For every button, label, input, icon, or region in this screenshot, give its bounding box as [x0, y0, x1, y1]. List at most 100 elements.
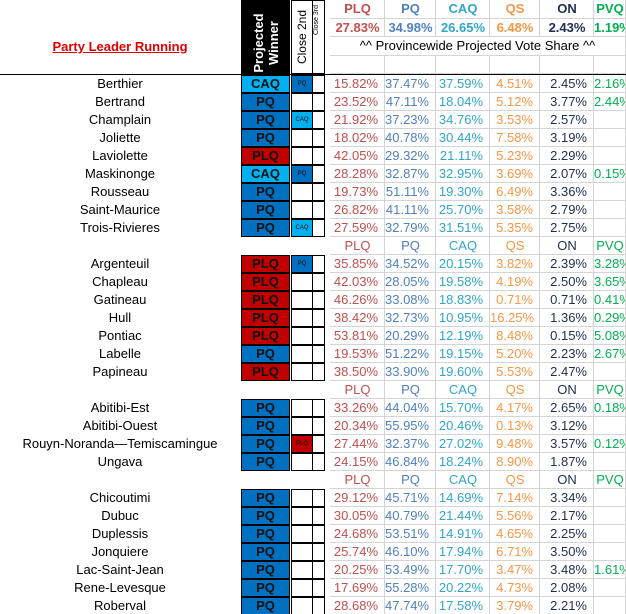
vote-share: 37.23%: [385, 111, 436, 129]
vote-share: 3.69%: [490, 165, 540, 183]
second: [291, 183, 313, 201]
vote-share: 21.92%: [330, 111, 385, 129]
vote-share: 2.21%: [540, 597, 594, 614]
third: [313, 327, 325, 345]
third: [313, 129, 325, 147]
vote-share: 30.05%: [330, 507, 385, 525]
third-label: Close 3rd: [313, 5, 320, 35]
riding-name: Pontiac: [98, 328, 142, 343]
riding-name: Maskinonge: [84, 166, 156, 181]
third: [313, 165, 325, 183]
second: [291, 291, 313, 309]
second: [291, 489, 313, 507]
grid-cell: [385, 56, 436, 74]
vote-share: 24.68%: [330, 525, 385, 543]
grid-cell: [490, 0, 540, 19]
party-header: PLQ: [344, 382, 371, 397]
vote-share: 3.34%: [540, 489, 594, 507]
third: [313, 507, 325, 525]
vote-share: [594, 525, 626, 543]
vote-share: 8.48%: [490, 327, 540, 345]
party-header: PLQ: [344, 238, 371, 253]
vote-share: 14.91%: [436, 525, 490, 543]
winner: PQ: [241, 579, 290, 597]
second: [291, 399, 313, 417]
second: [291, 147, 313, 165]
grid-cell: [594, 0, 626, 19]
vote-share: 8.90%: [490, 453, 540, 471]
vote-share: 46.10%: [385, 543, 436, 561]
vote-share: 32.73%: [385, 309, 436, 327]
grid-cell: [490, 56, 540, 74]
vote-share: 32.95%: [436, 165, 490, 183]
vote-share: 32.37%: [385, 435, 436, 453]
vote-share: 29.32%: [385, 147, 436, 165]
vote-share: 18.83%: [436, 291, 490, 309]
second: PQ: [291, 255, 313, 273]
riding-name: Champlain: [88, 112, 152, 127]
vote-share: 27.02%: [436, 435, 490, 453]
vote-share: 1.36%: [540, 309, 594, 327]
vote-share: 6.71%: [490, 543, 540, 561]
riding-name: Abitibi-Ouest: [82, 418, 158, 433]
second: [291, 543, 313, 561]
winner: PQ: [241, 507, 290, 525]
third: [313, 435, 325, 453]
second: PQ: [291, 75, 313, 93]
vote-share: 2.67%: [594, 345, 626, 363]
riding-name: Chapleau: [92, 274, 148, 289]
second: PQ: [291, 165, 313, 183]
grid-cell: [436, 0, 490, 19]
vote-share: 10.95%: [436, 309, 490, 327]
winner: PQ: [241, 543, 290, 561]
vote-share: 15.70%: [436, 399, 490, 417]
winner: PQ: [241, 417, 290, 435]
vote-share: 34.76%: [436, 111, 490, 129]
vote-share: 23.52%: [330, 93, 385, 111]
vote-share: 38.50%: [330, 363, 385, 381]
province-share: 6.48%: [496, 20, 534, 35]
grid-cell: [436, 56, 490, 74]
riding-name: Bertrand: [95, 94, 145, 109]
vote-share: 51.22%: [385, 345, 436, 363]
party-header: CAQ: [448, 238, 478, 253]
vote-share: 2.07%: [540, 165, 594, 183]
vote-share: 4.19%: [490, 273, 540, 291]
winner: CAQ: [241, 75, 290, 93]
grid-cell: [436, 19, 490, 37]
vote-share: 31.51%: [436, 219, 490, 237]
vote-share: 19.73%: [330, 183, 385, 201]
riding-name: Abitibi-Est: [90, 400, 150, 415]
vote-share: 28.68%: [330, 597, 385, 614]
vote-share: 3.48%: [540, 561, 594, 579]
vote-share: 55.95%: [385, 417, 436, 435]
second: [291, 507, 313, 525]
second: [291, 201, 313, 219]
vote-share: 27.59%: [330, 219, 385, 237]
vote-share: 1.61%: [594, 561, 626, 579]
vote-share: 5.56%: [490, 507, 540, 525]
second: [291, 363, 313, 381]
second-header: Close 2nd: [291, 0, 313, 74]
vote-share: 28.05%: [385, 273, 436, 291]
winner: PQ: [241, 93, 290, 111]
vote-share: 15.82%: [330, 75, 385, 93]
grid-cell: [330, 471, 385, 489]
grid-cell: [490, 381, 540, 399]
riding-name: Rene-Levesque: [74, 580, 166, 595]
third: [313, 417, 325, 435]
vote-share: [594, 597, 626, 614]
grid-cell: [330, 381, 385, 399]
vote-share: 2.45%: [540, 75, 594, 93]
winner-header: Projected Winner: [241, 0, 290, 74]
party-header: PQ: [401, 472, 420, 487]
vote-share: 0.41%: [594, 291, 626, 309]
grid-cell: [540, 19, 594, 37]
vote-share: [594, 489, 626, 507]
grid-cell: [594, 19, 626, 37]
vote-share: 32.79%: [385, 219, 436, 237]
grid-cell: [540, 471, 594, 489]
vote-share: 3.79%: [490, 597, 540, 614]
grid-cell: [330, 0, 385, 19]
vote-share: [594, 111, 626, 129]
